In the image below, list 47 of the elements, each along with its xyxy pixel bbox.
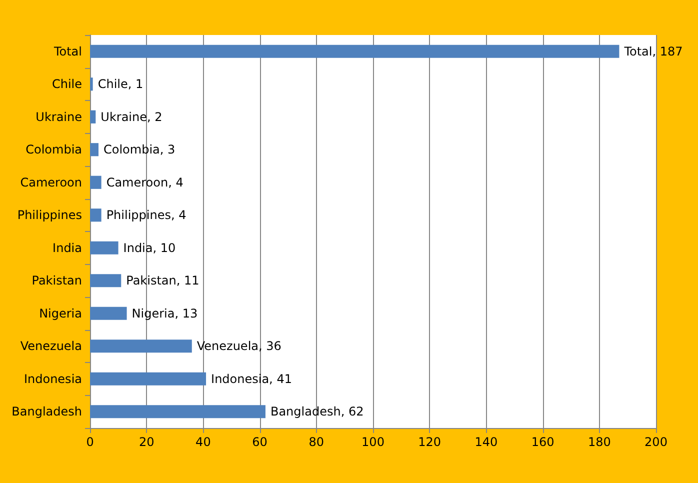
data-label: Indonesia, 41	[211, 372, 292, 386]
data-label: Chile, 1	[98, 77, 144, 92]
x-tick-label: 200	[644, 435, 668, 449]
x-tick-label: 100	[362, 435, 384, 449]
x-tick-label: 20	[138, 435, 154, 449]
bar	[90, 143, 98, 156]
data-label: Venezuela, 36	[196, 339, 282, 354]
bar	[90, 306, 127, 320]
y-tick-label: Nigeria	[39, 306, 82, 320]
data-label: Total, 187	[623, 44, 683, 58]
x-tick-label: 0	[86, 435, 94, 449]
data-label: Colombia, 3	[103, 142, 176, 157]
data-label: Philippines, 4	[106, 208, 186, 222]
bar	[90, 340, 192, 353]
x-tick-label: 160	[531, 435, 554, 449]
y-tick-label: Indonesia	[24, 372, 82, 386]
y-tick-label: Total	[52, 44, 82, 58]
data-label: Cameroon, 4	[106, 175, 184, 190]
y-tick-label: Philippines	[17, 208, 82, 222]
bar	[90, 208, 102, 222]
bar	[90, 176, 102, 189]
bar	[90, 78, 93, 91]
bar	[90, 44, 620, 58]
bar	[90, 241, 118, 254]
x-tick-label: 120	[418, 435, 442, 449]
data-label: Pakistan, 11	[126, 274, 200, 288]
x-tick-label: 60	[252, 435, 268, 449]
bar	[90, 405, 266, 418]
x-tick-label: 140	[474, 435, 498, 449]
x-tick-label: 180	[588, 435, 611, 449]
y-tick-label: Chile	[52, 77, 82, 92]
y-tick-label: Ukraine	[36, 110, 82, 124]
x-tick-label: 40	[196, 435, 211, 449]
data-label: Bangladesh, 62	[270, 404, 364, 419]
y-tick-label: India	[52, 240, 82, 255]
y-tick-label: Colombia	[26, 142, 82, 157]
data-label: Nigeria, 13	[132, 306, 198, 320]
bar	[90, 110, 96, 124]
bar	[90, 274, 122, 288]
bar	[90, 372, 206, 386]
y-tick-label: Bangladesh	[12, 404, 82, 419]
data-label: India, 10	[123, 240, 176, 255]
y-tick-label: Cameroon	[20, 175, 82, 190]
y-tick-label: Venezuela	[20, 339, 82, 354]
x-tick-label: 80	[308, 435, 324, 449]
y-tick-label: Pakistan	[32, 274, 82, 288]
data-label: Ukraine, 2	[100, 110, 162, 124]
